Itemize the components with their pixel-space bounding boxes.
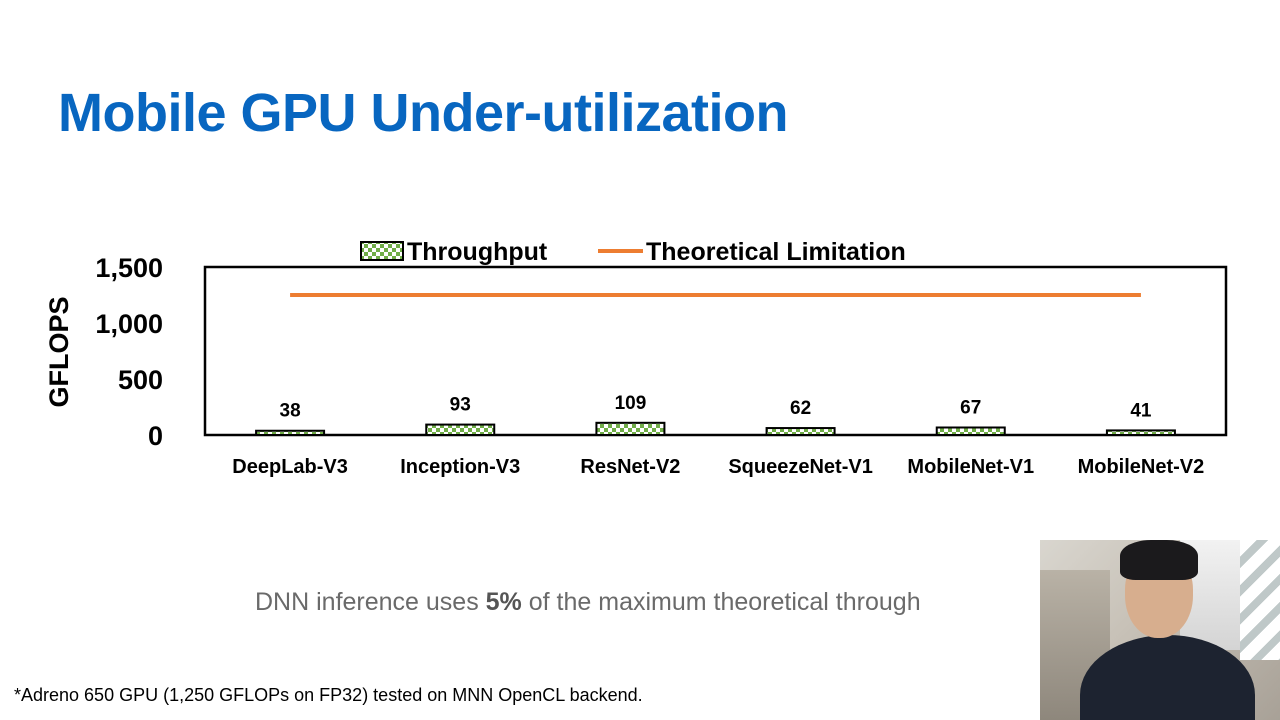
presenter-webcam — [1040, 540, 1280, 720]
category-label: SqueezeNet-V1 — [728, 456, 873, 478]
throughput-bar — [1105, 429, 1176, 436]
plot-area-frame — [203, 265, 1228, 437]
caption-text: DNN inference uses 5% of the maximum the… — [255, 588, 921, 617]
y-tick-label: 1,000 — [95, 309, 163, 339]
category-label: MobileNet-V1 — [907, 456, 1034, 478]
bar-data-label: 62 — [790, 398, 811, 419]
throughput-bar — [935, 426, 1006, 437]
caption-prefix: DNN inference uses — [255, 588, 486, 616]
throughput-bar — [765, 427, 836, 436]
y-axis-label: GFLOPS — [44, 296, 74, 407]
slide-title: Mobile GPU Under-utilization — [58, 83, 788, 143]
chart-legend: Throughput Theoretical Limitation — [360, 238, 906, 266]
bar-data-label: 38 — [280, 401, 301, 422]
category-label: DeepLab-V3 — [232, 456, 348, 478]
data-labels: 38 93 109 62 67 41 — [280, 393, 1152, 422]
throughput-chart: Throughput Theoretical Limitation GFLOPS … — [44, 238, 1228, 478]
caption-highlight: 5% — [485, 588, 522, 616]
y-tick-label: 1,500 — [95, 253, 163, 283]
throughput-bar — [595, 421, 666, 436]
bar-data-label: 67 — [960, 397, 981, 418]
category-label: ResNet-V2 — [580, 456, 680, 478]
background-window — [1240, 540, 1280, 660]
bar-data-label: 109 — [615, 393, 647, 414]
footnote: *Adreno 650 GPU (1,250 GFLOPs on FP32) t… — [14, 685, 643, 705]
legend-throughput-swatch — [360, 241, 404, 261]
category-labels: DeepLab-V3 Inception-V3 ResNet-V2 SqueezeNe… — [232, 456, 1204, 478]
legend-throughput-label: Throughput — [407, 238, 548, 266]
caption-suffix: of the maximum theoretical through — [521, 588, 921, 616]
y-axis-title: GFLOPS — [44, 296, 74, 407]
category-label: MobileNet-V2 — [1078, 456, 1205, 478]
bar-data-label: 41 — [1130, 400, 1152, 421]
y-tick-label: 0 — [148, 421, 163, 451]
category-label: Inception-V3 — [400, 456, 520, 478]
bar-series — [255, 421, 1176, 437]
y-tick-label: 500 — [118, 365, 163, 395]
throughput-bar — [425, 423, 496, 437]
y-ticks: 0 500 1,000 1,500 — [95, 253, 163, 451]
legend-limit-label: Theoretical Limitation — [646, 238, 906, 266]
presenter-hair — [1120, 540, 1198, 580]
bar-data-label: 93 — [450, 395, 471, 416]
throughput-bar — [255, 429, 326, 436]
